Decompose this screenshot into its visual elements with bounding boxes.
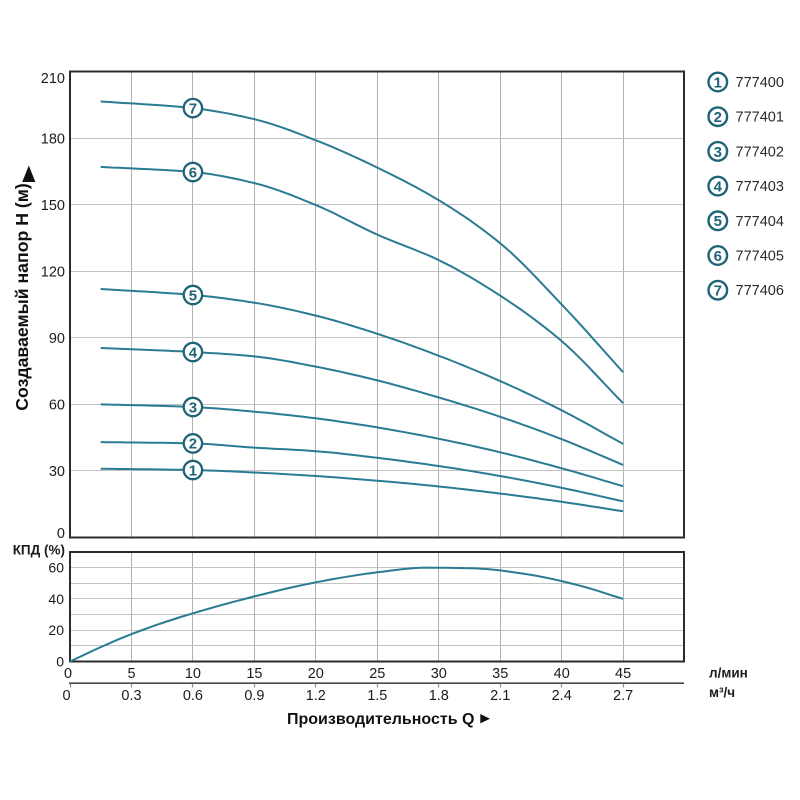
svg-text:4: 4	[714, 179, 723, 196]
svg-text:40: 40	[48, 591, 64, 607]
svg-text:5: 5	[127, 666, 135, 682]
svg-text:4: 4	[189, 344, 198, 361]
svg-text:180: 180	[41, 131, 65, 147]
svg-text:1.8: 1.8	[429, 688, 449, 704]
svg-text:777406: 777406	[736, 283, 784, 299]
svg-text:0.3: 0.3	[121, 688, 141, 704]
svg-text:3: 3	[189, 399, 197, 416]
svg-text:777402: 777402	[736, 144, 784, 160]
svg-text:150: 150	[41, 198, 65, 214]
svg-text:45: 45	[615, 666, 631, 682]
svg-text:0.6: 0.6	[183, 688, 203, 704]
svg-text:КПД (%): КПД (%)	[13, 543, 65, 558]
svg-text:6: 6	[189, 164, 197, 181]
svg-text:м³/ч: м³/ч	[709, 685, 735, 700]
svg-text:7: 7	[189, 100, 197, 117]
svg-text:40: 40	[554, 666, 570, 682]
svg-text:Производительность Q: Производительность Q	[287, 711, 474, 728]
svg-text:20: 20	[308, 666, 324, 682]
svg-text:30: 30	[431, 666, 447, 682]
svg-text:0.9: 0.9	[244, 688, 264, 704]
svg-text:90: 90	[49, 331, 65, 347]
svg-text:120: 120	[41, 264, 65, 280]
svg-text:60: 60	[49, 398, 65, 414]
svg-text:3: 3	[714, 144, 722, 161]
svg-text:777404: 777404	[736, 214, 784, 230]
svg-text:2.1: 2.1	[490, 688, 510, 704]
svg-text:Создаваемый напор Н (м): Создаваемый напор Н (м)	[12, 183, 32, 411]
svg-text:2.4: 2.4	[552, 688, 572, 704]
svg-text:777405: 777405	[736, 249, 784, 265]
svg-text:1: 1	[714, 74, 722, 91]
svg-text:30: 30	[49, 464, 65, 480]
svg-text:1: 1	[189, 462, 197, 479]
svg-text:777401: 777401	[736, 110, 784, 126]
svg-text:35: 35	[492, 666, 508, 682]
svg-text:25: 25	[369, 666, 385, 682]
svg-text:2.7: 2.7	[613, 688, 633, 704]
svg-text:0: 0	[57, 526, 65, 542]
svg-text:20: 20	[48, 622, 64, 638]
svg-text:777400: 777400	[736, 75, 784, 91]
svg-text:0: 0	[64, 666, 72, 682]
svg-text:5: 5	[714, 213, 722, 230]
svg-text:1.2: 1.2	[306, 688, 326, 704]
svg-text:2: 2	[189, 436, 197, 453]
svg-text:л/мин: л/мин	[709, 666, 748, 681]
svg-text:0: 0	[62, 688, 70, 704]
svg-text:1.5: 1.5	[367, 688, 387, 704]
svg-text:15: 15	[246, 666, 262, 682]
svg-text:10: 10	[185, 666, 201, 682]
svg-text:0: 0	[56, 654, 64, 670]
svg-text:7: 7	[714, 283, 722, 300]
svg-text:60: 60	[48, 560, 64, 576]
svg-text:2: 2	[714, 109, 722, 126]
svg-text:5: 5	[189, 287, 197, 304]
svg-text:6: 6	[714, 248, 722, 265]
svg-text:777403: 777403	[736, 179, 784, 195]
svg-text:210: 210	[41, 71, 65, 87]
